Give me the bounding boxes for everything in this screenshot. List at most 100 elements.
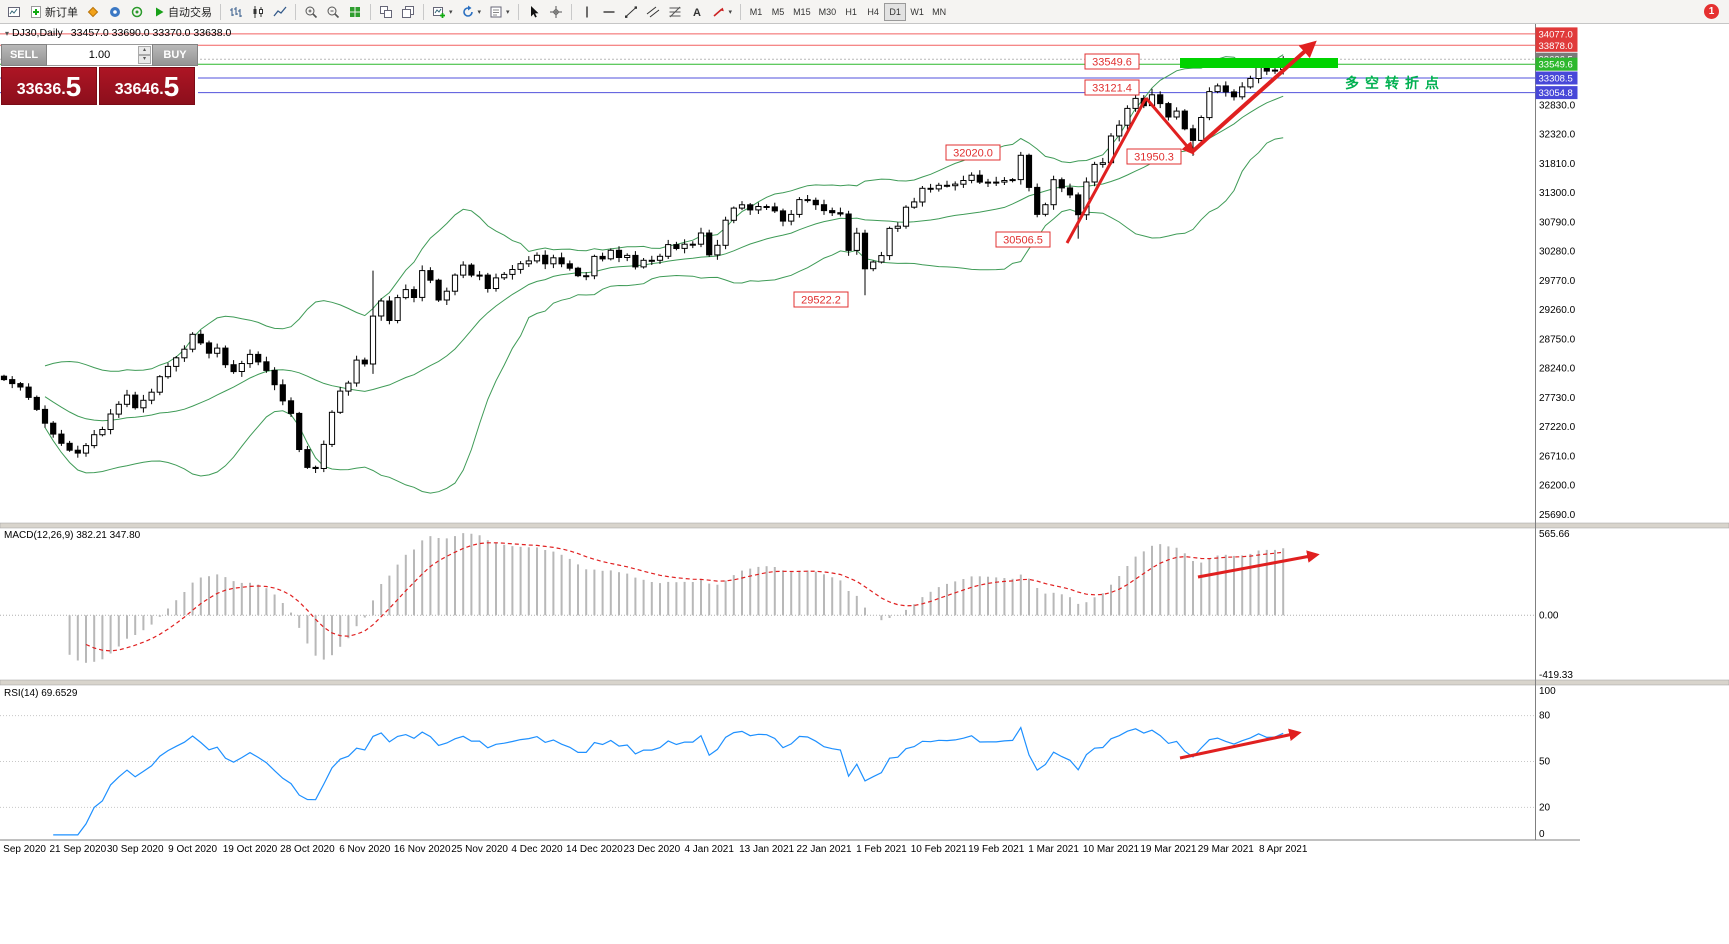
new-order-button-label: 新订单 (45, 6, 78, 19)
pane-separator[interactable] (0, 679, 1729, 686)
candlestick-button[interactable] (247, 2, 269, 22)
svg-text:19 Feb 2021: 19 Feb 2021 (968, 844, 1025, 855)
bollinger-bands (44, 54, 1284, 494)
candles (0, 56, 1287, 473)
svg-text:30790.0: 30790.0 (1539, 218, 1576, 229)
svg-text:22 Jan 2021: 22 Jan 2021 (796, 844, 851, 855)
timeframe-m15-button[interactable]: M15 (789, 3, 815, 21)
market-watch-button[interactable] (126, 2, 148, 22)
timeframe-mn-button[interactable]: MN (928, 3, 950, 21)
timeframe-m30-button[interactable]: M30 (815, 3, 841, 21)
timeframe-w1-button[interactable]: W1 (906, 3, 928, 21)
svg-text:9 Oct 2020: 9 Oct 2020 (168, 844, 217, 855)
svg-text:23 Dec 2020: 23 Dec 2020 (623, 844, 680, 855)
new-chart-button[interactable]: ▾ (428, 2, 457, 22)
tile-windows-button[interactable] (344, 2, 366, 22)
vline-icon (580, 5, 594, 19)
community-button[interactable] (104, 2, 126, 22)
line-chart-button[interactable] (269, 2, 291, 22)
sell-button[interactable]: SELL (1, 44, 47, 66)
cascade-windows-button[interactable] (397, 2, 419, 22)
svg-text:33054.8: 33054.8 (1539, 88, 1573, 99)
sell-price[interactable]: 33636. 5 (1, 67, 97, 105)
notification-badge[interactable]: 1 (1704, 4, 1719, 19)
svg-text:1 Sep 2020: 1 Sep 2020 (0, 844, 46, 855)
profiles-button[interactable]: ▾ (457, 2, 486, 22)
svg-text:8 Apr 2021: 8 Apr 2021 (1259, 844, 1308, 855)
fibonacci-button[interactable] (664, 2, 686, 22)
candles-icon (251, 5, 265, 19)
metaeditor-button[interactable] (82, 2, 104, 22)
svg-text:26710.0: 26710.0 (1539, 452, 1576, 463)
svg-text:30506.5: 30506.5 (1003, 235, 1043, 247)
auto-arrange-button[interactable] (375, 2, 397, 22)
buy-button[interactable]: BUY (152, 44, 198, 66)
bar-chart-button[interactable] (225, 2, 247, 22)
svg-text:14 Dec 2020: 14 Dec 2020 (566, 844, 623, 855)
one-click-trading-widget: SELL 1.00 ▴ ▾ BUY 33636. 5 33646. 5 (1, 44, 198, 105)
timeframe-h4-button[interactable]: H4 (862, 3, 884, 21)
cursor-button[interactable] (523, 2, 545, 22)
svg-text:31810.0: 31810.0 (1539, 159, 1576, 170)
autotrading-button[interactable]: 自动交易 (148, 2, 216, 22)
svg-text:-419.33: -419.33 (1539, 670, 1573, 681)
pivot-price-labels[interactable]: 33549.6 33121.4 32020.0 31950.3 30506.5 29522… (793, 53, 1182, 308)
svg-text:25 Nov 2020: 25 Nov 2020 (451, 844, 508, 855)
volume-decrease-button[interactable]: ▾ (138, 55, 151, 64)
svg-text:27220.0: 27220.0 (1539, 422, 1576, 433)
trend-arrow (1065, 97, 1148, 244)
zoom-out-button[interactable] (322, 2, 344, 22)
volume-increase-button[interactable]: ▴ (138, 46, 151, 55)
zoom-in-button[interactable] (300, 2, 322, 22)
timeframe-h1-button[interactable]: H1 (840, 3, 862, 21)
text-a-icon: A (690, 5, 704, 19)
text-button[interactable]: A (686, 2, 708, 22)
vertical-line-button[interactable] (576, 2, 598, 22)
trendline-icon (624, 5, 638, 19)
svg-text:13 Jan 2021: 13 Jan 2021 (739, 844, 794, 855)
templates-button[interactable]: ▾ (485, 2, 514, 22)
price-tag: 34077.0 (1535, 27, 1578, 41)
svg-text:4 Jan 2021: 4 Jan 2021 (684, 844, 734, 855)
volume-stepper[interactable]: 1.00 ▴ ▾ (47, 44, 152, 66)
svg-text:28750.0: 28750.0 (1539, 335, 1576, 346)
svg-text:20: 20 (1539, 802, 1551, 813)
new-order-button[interactable]: 新订单 (25, 2, 82, 22)
trend-arrow (1144, 97, 1195, 155)
dropdown-caret-icon: ▾ (728, 8, 733, 16)
svg-text:28 Oct 2020: 28 Oct 2020 (280, 844, 335, 855)
chart-window-button[interactable] (3, 2, 25, 22)
trendline-button[interactable] (620, 2, 642, 22)
arrows-tool-icon (712, 5, 726, 19)
timeframe-m1-button[interactable]: M1 (745, 3, 767, 21)
crosshair-icon (549, 5, 563, 19)
rsi-line (53, 726, 1284, 836)
buy-price[interactable]: 33646. 5 (99, 67, 195, 105)
turning-point-note[interactable]: 多空转折点 (1345, 75, 1445, 91)
svg-text:33549.6: 33549.6 (1092, 57, 1132, 69)
symbol-title: DJ30,Daily (12, 27, 63, 39)
macd-signal-line (85, 542, 1284, 652)
price-tag: 33308.5 (1535, 71, 1578, 85)
timeframe-m5-button[interactable]: M5 (767, 3, 789, 21)
svg-text:0.00: 0.00 (1539, 610, 1559, 621)
svg-text:33878.0: 33878.0 (1539, 41, 1573, 52)
svg-text:0: 0 (1539, 829, 1545, 840)
arrows-button[interactable]: ▾ (708, 2, 737, 22)
play-green-icon (152, 5, 166, 19)
svg-text:32320.0: 32320.0 (1539, 130, 1576, 141)
trend-arrow (1190, 40, 1317, 154)
trend-arrows[interactable] (1065, 40, 1320, 760)
symbol-icon: ▾ (5, 29, 10, 38)
horizontal-line-button[interactable] (598, 2, 620, 22)
pane-separator[interactable] (0, 522, 1729, 529)
resistance-zone[interactable] (1180, 58, 1338, 68)
timeframe-d1-button[interactable]: D1 (884, 2, 907, 21)
svg-text:19 Mar 2021: 19 Mar 2021 (1140, 844, 1197, 855)
crosshair-button[interactable] (545, 2, 567, 22)
price-tag: 33549.6 (1535, 57, 1578, 71)
svg-text:10 Feb 2021: 10 Feb 2021 (911, 844, 968, 855)
channel-button[interactable] (642, 2, 664, 22)
toolbar-separator (295, 3, 296, 20)
